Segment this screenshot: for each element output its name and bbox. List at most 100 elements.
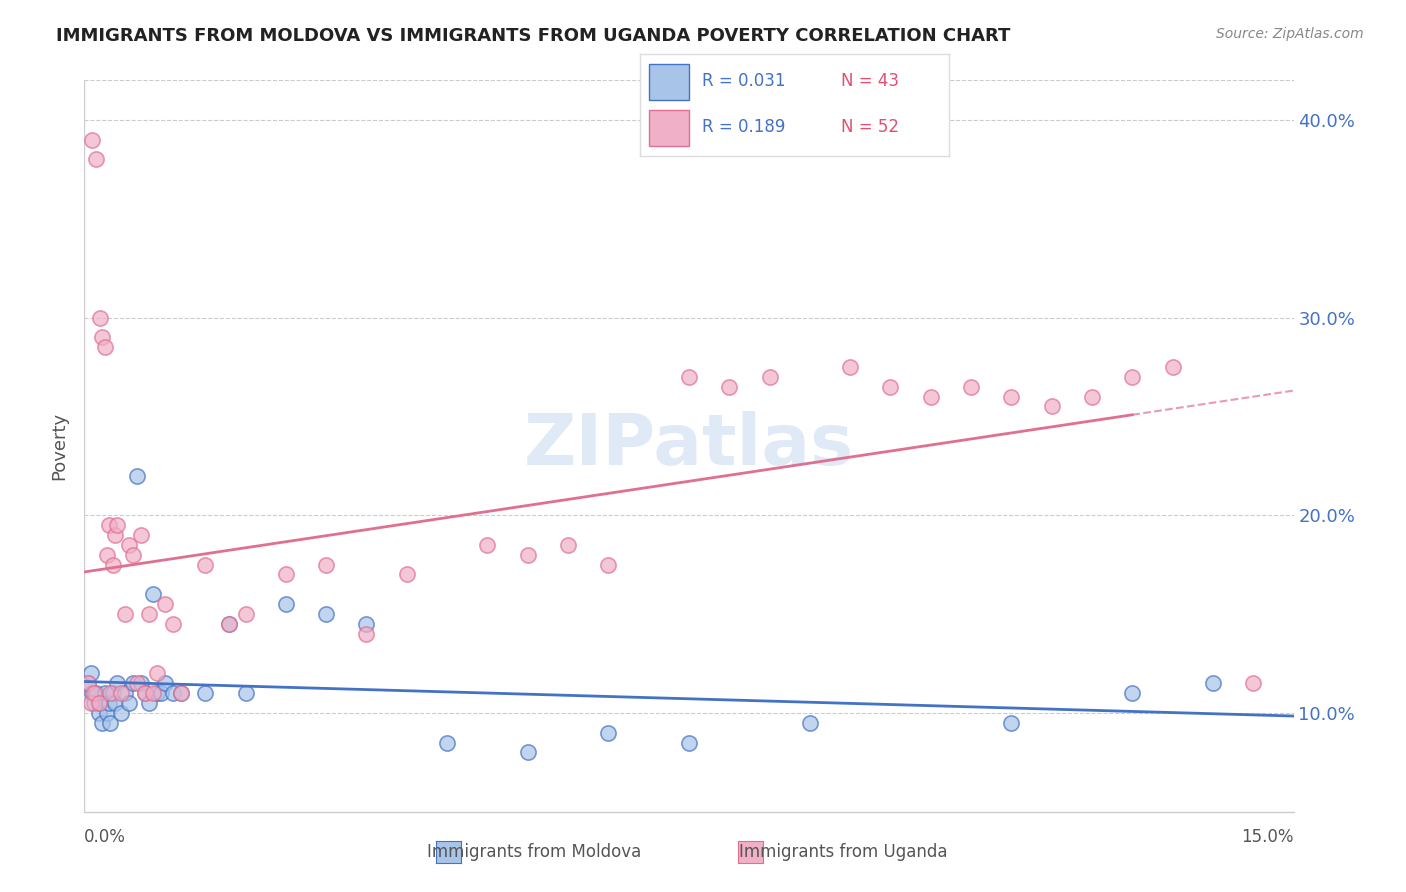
Point <box>162 616 184 631</box>
Point <box>920 390 942 404</box>
Point <box>129 676 152 690</box>
Point <box>799 715 821 730</box>
Point <box>104 528 127 542</box>
Point <box>101 558 124 572</box>
Point <box>89 696 111 710</box>
Point <box>105 518 128 533</box>
Point <box>83 686 105 700</box>
Point <box>98 715 121 730</box>
Point <box>77 676 100 690</box>
Text: N = 43: N = 43 <box>841 72 898 90</box>
Point <box>395 567 418 582</box>
Point <box>118 538 141 552</box>
Point <box>516 746 538 760</box>
Point <box>138 696 160 710</box>
Text: IMMIGRANTS FROM MOLDOVA VS IMMIGRANTS FROM UGANDA POVERTY CORRELATION CHART: IMMIGRANTS FROM MOLDOVA VS IMMIGRANTS FR… <box>56 27 1011 45</box>
Point <box>93 686 115 700</box>
Text: 15.0%: 15.0% <box>1241 828 1294 846</box>
Point <box>134 686 156 700</box>
Point <box>80 696 103 710</box>
Point <box>146 666 169 681</box>
Point <box>114 686 136 700</box>
Point <box>86 153 108 167</box>
Point <box>1000 715 1022 730</box>
Point <box>1161 359 1184 374</box>
Point <box>121 548 143 562</box>
Point <box>274 597 297 611</box>
Point <box>758 369 780 384</box>
Point <box>104 696 127 710</box>
Point <box>1081 390 1104 404</box>
Point <box>235 686 257 700</box>
Y-axis label: Poverty: Poverty <box>51 412 69 480</box>
Point <box>839 359 862 374</box>
Point <box>91 330 114 344</box>
Text: Immigrants from Uganda: Immigrants from Uganda <box>740 843 948 861</box>
Text: 0.0%: 0.0% <box>84 828 127 846</box>
Point <box>118 696 141 710</box>
Point <box>170 686 193 700</box>
Point <box>516 548 538 562</box>
Point <box>96 548 118 562</box>
Point <box>105 676 128 690</box>
Point <box>134 686 156 700</box>
Point <box>110 686 132 700</box>
Point <box>114 607 136 621</box>
Point <box>315 558 337 572</box>
Point <box>125 676 148 690</box>
Point <box>235 607 257 621</box>
Point <box>121 676 143 690</box>
Text: Immigrants from Moldova: Immigrants from Moldova <box>427 843 641 861</box>
Point <box>87 706 110 720</box>
Point <box>153 597 176 611</box>
Point <box>146 686 169 700</box>
Point <box>142 686 165 700</box>
Point <box>557 538 579 552</box>
Bar <box>650 110 689 145</box>
Point <box>678 369 700 384</box>
Point <box>86 686 108 700</box>
Point <box>218 616 240 631</box>
Point <box>598 725 620 739</box>
Text: N = 52: N = 52 <box>841 119 898 136</box>
Point <box>129 528 152 542</box>
Point <box>598 558 620 572</box>
Point <box>101 686 124 700</box>
Point <box>97 696 120 710</box>
Point <box>98 686 121 700</box>
Text: R = 0.031: R = 0.031 <box>702 72 785 90</box>
Point <box>194 558 217 572</box>
Point <box>110 706 132 720</box>
Point <box>879 380 901 394</box>
Point <box>82 132 104 146</box>
Point <box>718 380 741 394</box>
Text: ZIPatlas: ZIPatlas <box>524 411 853 481</box>
Point <box>1121 686 1143 700</box>
Text: R = 0.189: R = 0.189 <box>702 119 785 136</box>
Point <box>1202 676 1225 690</box>
Point <box>93 340 115 354</box>
Point <box>315 607 337 621</box>
Point <box>149 686 172 700</box>
Point <box>142 587 165 601</box>
Point <box>1040 400 1063 414</box>
Point <box>96 706 118 720</box>
Point <box>356 616 378 631</box>
Point <box>218 616 240 631</box>
Point <box>170 686 193 700</box>
Point <box>80 666 103 681</box>
Point <box>153 676 176 690</box>
Point <box>1121 369 1143 384</box>
Point <box>356 627 378 641</box>
Point <box>89 310 111 325</box>
Point <box>477 538 499 552</box>
Point <box>1241 676 1264 690</box>
Point <box>678 735 700 749</box>
Point <box>274 567 297 582</box>
Text: Source: ZipAtlas.com: Source: ZipAtlas.com <box>1216 27 1364 41</box>
Point <box>960 380 983 394</box>
Point <box>162 686 184 700</box>
Point <box>83 696 105 710</box>
Point <box>436 735 458 749</box>
Point <box>1000 390 1022 404</box>
